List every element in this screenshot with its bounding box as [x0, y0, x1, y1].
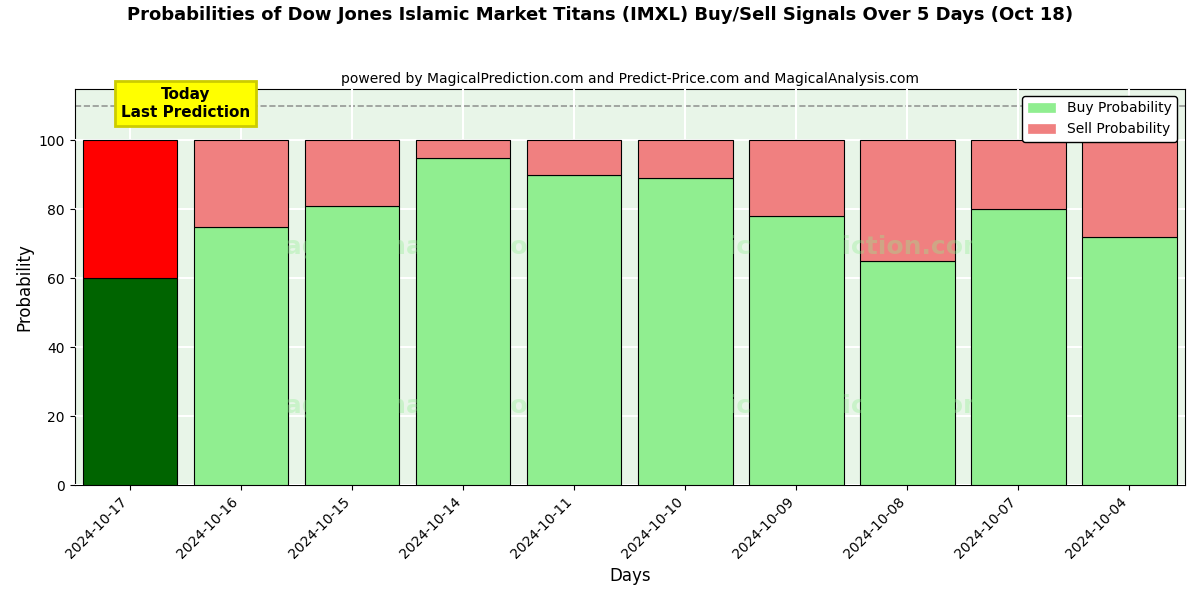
Bar	[83, 140, 178, 278]
Bar	[860, 140, 955, 261]
Bar	[749, 216, 844, 485]
Text: MagicalAnalysis.com: MagicalAnalysis.com	[260, 394, 554, 418]
Bar	[527, 140, 622, 175]
Title: powered by MagicalPrediction.com and Predict-Price.com and MagicalAnalysis.com: powered by MagicalPrediction.com and Pre…	[341, 72, 919, 86]
Text: MagicalPrediction.com: MagicalPrediction.com	[670, 394, 990, 418]
Bar	[638, 178, 732, 485]
Y-axis label: Probability: Probability	[16, 243, 34, 331]
Bar	[749, 140, 844, 216]
Bar	[527, 175, 622, 485]
Bar	[305, 140, 400, 206]
Bar	[860, 261, 955, 485]
Text: Today
Last Prediction: Today Last Prediction	[121, 87, 251, 119]
Bar	[1082, 140, 1177, 237]
Bar	[416, 140, 510, 158]
Legend: Buy Probability, Sell Probability: Buy Probability, Sell Probability	[1022, 96, 1177, 142]
Bar	[305, 206, 400, 485]
Text: MagicalAnalysis.com: MagicalAnalysis.com	[260, 235, 554, 259]
Bar	[971, 209, 1066, 485]
Bar	[194, 227, 288, 485]
Bar	[194, 140, 288, 227]
Bar	[1082, 237, 1177, 485]
X-axis label: Days: Days	[610, 567, 650, 585]
Bar	[971, 140, 1066, 209]
Bar	[638, 140, 732, 178]
Text: Probabilities of Dow Jones Islamic Market Titans (IMXL) Buy/Sell Signals Over 5 : Probabilities of Dow Jones Islamic Marke…	[127, 6, 1073, 24]
Text: MagicalPrediction.com: MagicalPrediction.com	[670, 235, 990, 259]
Bar	[83, 278, 178, 485]
Bar	[416, 158, 510, 485]
